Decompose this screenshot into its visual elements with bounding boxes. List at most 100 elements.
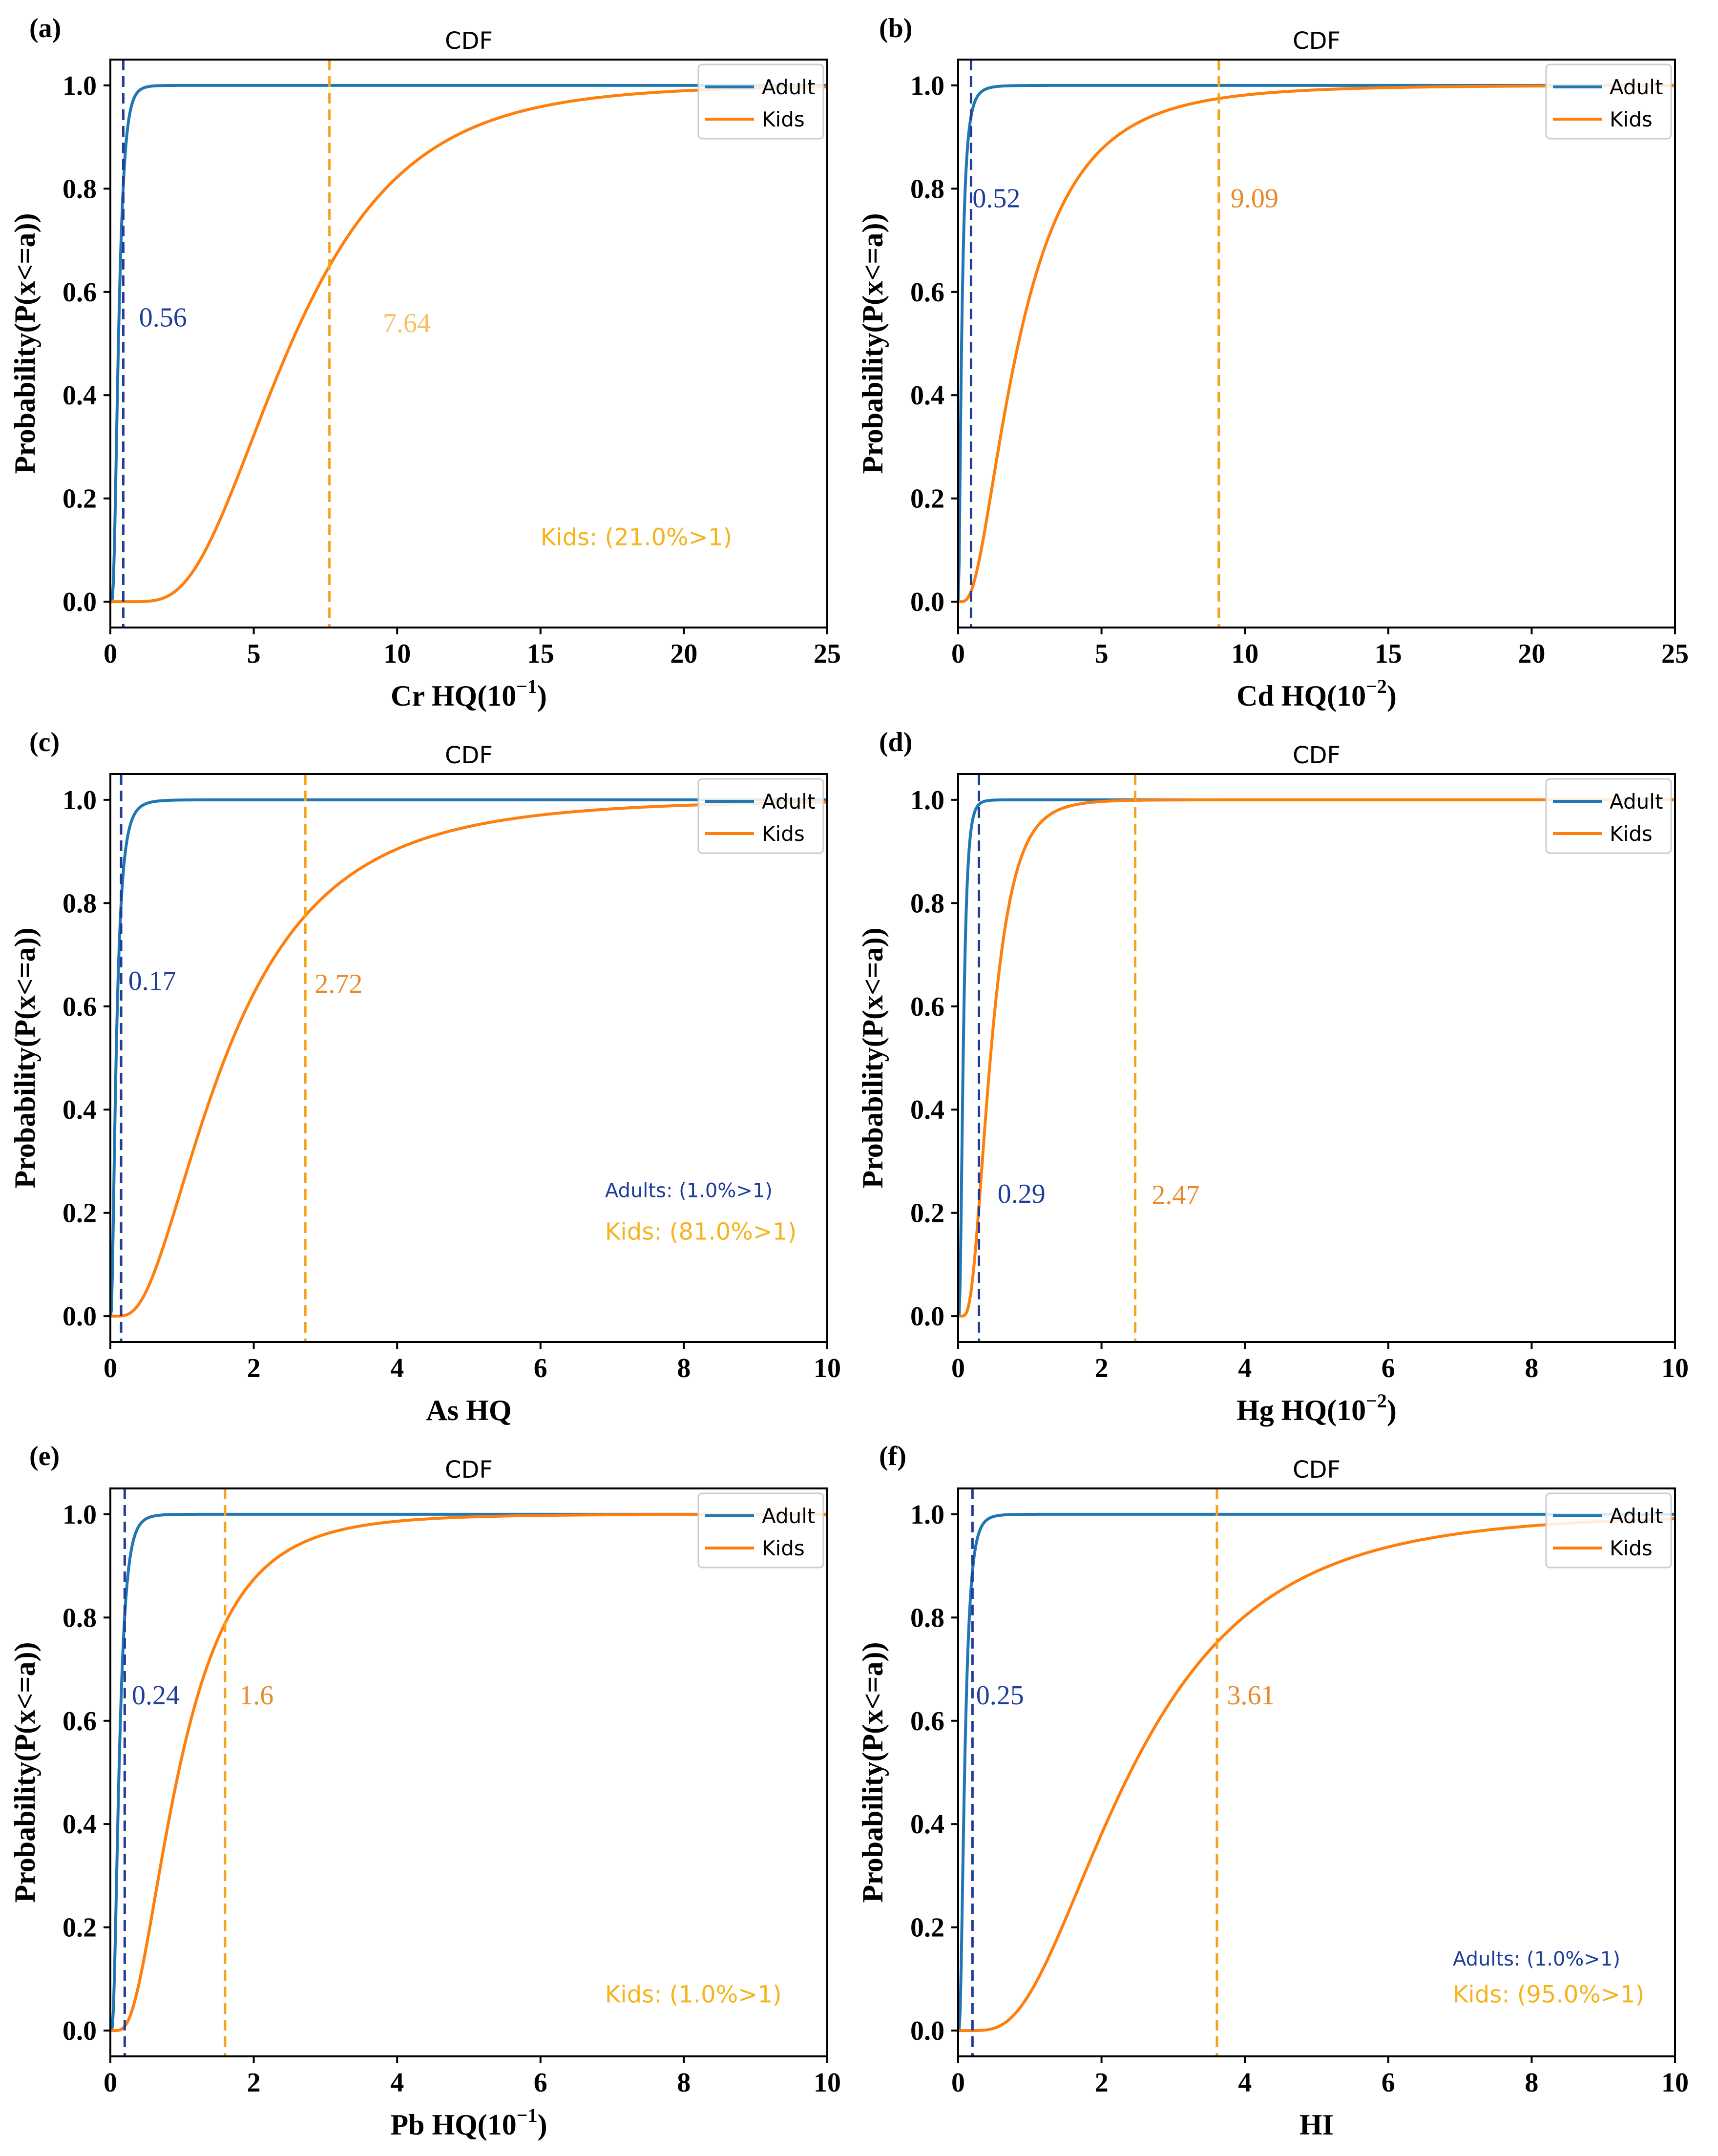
y-axis-label: Probability(P(x<=a)) — [9, 1642, 41, 1903]
x-tick-label: 0 — [951, 2068, 965, 2098]
chart-title: CDF — [1293, 27, 1341, 55]
vline-label-kids: 2.72 — [314, 969, 362, 999]
x-tick-label: 15 — [527, 639, 554, 669]
y-tick-label: 0.0 — [63, 2016, 97, 2046]
y-tick-label: 0.6 — [63, 992, 97, 1022]
axes-frame — [109, 773, 828, 1343]
x-axis-label: Cr HQ(10−1) — [391, 675, 547, 712]
cdf-line-kids — [110, 1513, 827, 2032]
x-axis-label-close: ) — [537, 680, 547, 712]
x-axis-label-text: Cr HQ(10 — [391, 680, 516, 712]
plot-area — [958, 1488, 1675, 2056]
plot-area — [958, 60, 1675, 628]
annotation-kids: Kids: (95.0%>1) — [1453, 1981, 1644, 2009]
panel-label: (b) — [879, 13, 912, 43]
x-axis-label-close: ) — [538, 2109, 547, 2141]
vline-label-adult: 0.25 — [976, 1680, 1024, 1711]
vline-label-kids: 3.61 — [1227, 1680, 1275, 1711]
legend: Adult Kids — [697, 778, 824, 854]
legend: Adult Kids — [1545, 778, 1672, 854]
x-tick-label: 25 — [814, 639, 841, 669]
y-tick-label: 0.4 — [63, 380, 97, 411]
axes-frame — [109, 59, 828, 628]
y-axis-label: Probability(P(x<=a)) — [857, 1642, 889, 1903]
x-axis-label-close: ) — [1387, 1394, 1397, 1426]
panel-label: (a) — [29, 13, 61, 43]
vline-label-adult: 0.24 — [132, 1680, 180, 1711]
x-tick-label: 6 — [1382, 2068, 1395, 2098]
annotation-kids: Kids: (1.0%>1) — [605, 1981, 782, 2009]
chart-title: CDF — [445, 1456, 493, 1484]
legend-entry-kids: Kids — [762, 107, 805, 131]
x-axis-label-exponent: −1 — [517, 2104, 538, 2126]
y-tick-label: 0.0 — [63, 1301, 97, 1332]
chart-title: CDF — [1293, 742, 1341, 769]
vline-label-kids: 7.64 — [383, 308, 431, 338]
y-tick-label: 0.2 — [910, 1198, 944, 1229]
annotation-adults: Adults: (1.0%>1) — [605, 1179, 773, 1202]
cdf-line-kids — [958, 798, 1675, 1318]
x-tick-label: 10 — [814, 2068, 841, 2098]
vline-label-adult: 0.17 — [128, 966, 176, 996]
legend-entry-kids: Kids — [762, 1536, 805, 1560]
panel-label: (d) — [879, 727, 912, 757]
y-tick-label: 0.0 — [910, 587, 944, 617]
annotation-adults: Adults: (1.0%>1) — [1453, 1948, 1620, 1970]
x-tick-label: 10 — [1661, 2068, 1689, 2098]
y-tick-label: 0.0 — [910, 2016, 944, 2046]
y-tick-label: 1.0 — [63, 71, 97, 101]
annotation-kids: Kids: (81.0%>1) — [605, 1218, 796, 1246]
legend-entry-adult: Adult — [1610, 1504, 1663, 1528]
x-axis-label: Hg HQ(10−2) — [1236, 1390, 1397, 1426]
x-tick-label: 6 — [534, 2068, 547, 2098]
x-tick-label: 0 — [951, 1353, 965, 1383]
x-tick-label: 2 — [1095, 1353, 1109, 1383]
x-axis-label: Cd HQ(10−2) — [1236, 675, 1397, 712]
legend-entry-kids: Kids — [1610, 822, 1653, 846]
x-tick-label: 15 — [1375, 639, 1402, 669]
y-tick-label: 0.2 — [63, 484, 97, 514]
x-axis-label-text: HI — [1299, 2109, 1334, 2141]
y-tick-label: 0.0 — [910, 1301, 944, 1332]
y-tick-label: 1.0 — [910, 71, 944, 101]
panel-label: (c) — [29, 727, 60, 757]
x-tick-label: 0 — [104, 639, 117, 669]
vline-label-adult: 0.29 — [998, 1179, 1046, 1209]
axes-frame — [957, 59, 1676, 628]
axes-frame — [109, 1487, 828, 2057]
vline-label-kids: 2.47 — [1152, 1180, 1199, 1210]
x-tick-label: 2 — [1095, 2068, 1109, 2098]
y-tick-label: 0.4 — [910, 1095, 944, 1125]
x-tick-label: 4 — [1238, 2068, 1252, 2098]
y-tick-label: 0.2 — [910, 1913, 944, 1943]
legend-entry-kids: Kids — [1610, 1536, 1653, 1560]
legend: Adult Kids — [1545, 63, 1672, 140]
y-tick-label: 0.8 — [910, 1603, 944, 1633]
x-tick-label: 6 — [1382, 1353, 1395, 1383]
x-tick-label: 20 — [1518, 639, 1545, 669]
y-tick-label: 0.8 — [910, 888, 944, 919]
y-tick-label: 1.0 — [63, 1500, 97, 1530]
y-tick-label: 0.8 — [63, 888, 97, 919]
x-tick-label: 8 — [677, 2068, 691, 2098]
y-tick-label: 0.4 — [63, 1095, 97, 1125]
cdf-line-adult — [958, 798, 1675, 1317]
x-tick-label: 10 — [814, 1353, 841, 1383]
chart-title: CDF — [445, 742, 493, 769]
legend-entry-adult: Adult — [762, 790, 815, 814]
cdf-panel-f: (f) CDF 0.25 3.61 Adults: (1.0%>1) Kids: (95.… — [857, 1441, 1689, 2141]
x-axis-label-text: Pb HQ(10 — [390, 2109, 516, 2141]
legend-entry-adult: Adult — [762, 75, 815, 99]
x-axis-label-text: As HQ — [426, 1394, 511, 1426]
y-tick-label: 0.8 — [63, 174, 97, 204]
legend: Adult Kids — [1545, 1492, 1672, 1569]
plot-area — [958, 774, 1675, 1342]
x-tick-label: 0 — [104, 2068, 117, 2098]
y-tick-label: 0.4 — [63, 1809, 97, 1840]
legend: Adult Kids — [697, 1492, 824, 1569]
plot-area — [110, 774, 827, 1342]
cdf-panel-b: (b) CDF 0.52 9.09 0 5 10 15 20 25 0.0 0.2 0.4 0.6 0.8 1… — [857, 13, 1689, 712]
y-tick-label: 0.8 — [63, 1603, 97, 1633]
cdf-panel-c: (c) CDF 0.17 2.72 Adults: (1.0%>1) Kids: (81.… — [9, 727, 841, 1426]
